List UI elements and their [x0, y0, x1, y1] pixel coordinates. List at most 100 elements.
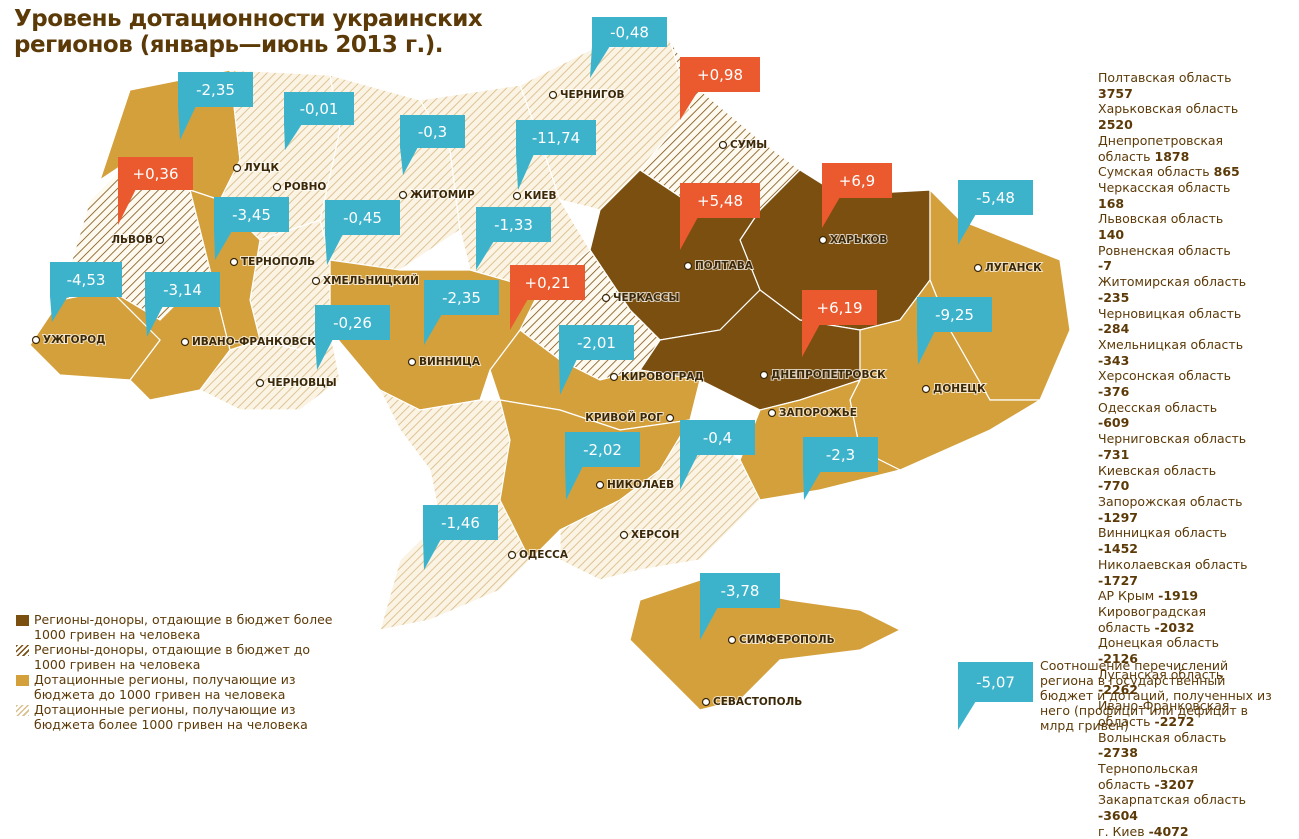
callout-box	[423, 505, 498, 540]
callout: +0,98	[680, 57, 760, 120]
callout-tail	[423, 539, 441, 570]
legend-swatch	[16, 675, 29, 686]
city-dot	[601, 293, 611, 303]
ranking-name: г. Киев	[1098, 823, 1145, 839]
callout: -1,33	[476, 207, 551, 270]
ranking-name: Донецкая область	[1098, 635, 1220, 651]
callout: -11,74	[516, 120, 596, 190]
callout: -2,35	[178, 72, 253, 140]
callout: -5,48	[958, 180, 1033, 245]
callout-tail	[958, 214, 976, 245]
callout: -0,48	[590, 17, 667, 78]
city-label: ХЕРСОН	[631, 529, 679, 541]
city-dot	[619, 530, 629, 540]
legend-label: Регионы-доноры, отдающие в бюджет до 100…	[34, 642, 311, 672]
ranking-value: -1297	[1098, 509, 1138, 525]
ranking-name: Харьковская область	[1098, 101, 1239, 117]
ranking-item: Полтавская область 3757	[1098, 70, 1248, 101]
city-dot	[507, 550, 517, 560]
callout: +6,9	[822, 163, 892, 228]
ranking-name: Хмельницкая область	[1098, 336, 1244, 352]
callout: -2,3	[803, 437, 878, 500]
city-label: ХАРЬКОВ	[830, 234, 887, 246]
city-label: СИМФЕРОПОЛЬ	[739, 634, 835, 646]
ranking-name: Днепропетровская область	[1098, 132, 1224, 164]
ranking-name: Сумская область	[1098, 164, 1210, 180]
legend-item: Дотационные регионы, получающие из бюдже…	[16, 672, 336, 702]
callout-box	[592, 17, 667, 47]
ranking-value: 1878	[1154, 148, 1190, 164]
city-label: РОВНО	[284, 181, 326, 193]
callout-label: -5,48	[976, 189, 1015, 207]
callout-label: +0,98	[697, 66, 743, 84]
city-dot	[921, 384, 931, 394]
ranking-item: Ивано-Франковская область -2272	[1098, 698, 1248, 729]
legend-label: Регионы-доноры, отдающие в бюджет более …	[34, 612, 333, 642]
ranking-name: Херсонская область	[1098, 368, 1231, 384]
city-label: ЗАПОРОЖЬЕ	[779, 407, 857, 419]
callout-label: +0,36	[133, 165, 179, 183]
callout-tail	[516, 154, 534, 190]
ranking-value: -1727	[1098, 572, 1138, 588]
callout-box	[214, 197, 289, 232]
city-dot	[759, 370, 769, 380]
ranking-item: Тернопольская область -3207	[1098, 761, 1248, 792]
city-dot	[595, 480, 605, 490]
callout-tail	[680, 217, 698, 250]
city-dot	[767, 408, 777, 418]
city-dot	[701, 697, 711, 707]
callout-tail	[476, 241, 494, 270]
callout-label: -4,53	[67, 271, 106, 289]
callout-box	[476, 207, 551, 242]
callout: -3,78	[700, 573, 780, 640]
city-label: ОДЕССА	[519, 549, 569, 561]
ranking-value: -1919	[1158, 588, 1199, 604]
city-label: КИРОВОГРАД	[621, 371, 704, 383]
callout-tail	[802, 324, 820, 357]
city-label: ЖИТОМИР	[410, 189, 475, 201]
callout: -2,02	[565, 432, 640, 500]
callout-label: +6,9	[839, 172, 875, 190]
ranking-name: Черкасская область	[1098, 179, 1231, 195]
callout-box	[50, 262, 122, 297]
city-label: СУМЫ	[730, 139, 767, 151]
city-label: НИКОЛАЕВ	[607, 479, 674, 491]
ranking-item: Черниговская область -731	[1098, 431, 1248, 462]
ranking-item: Днепропетровская область 1878	[1098, 133, 1248, 164]
city-dot	[229, 257, 239, 267]
legend-item: Регионы-доноры, отдающие в бюджет более …	[16, 612, 336, 642]
city-dot	[665, 413, 675, 423]
legend-item: Регионы-доноры, отдающие в бюджет до 100…	[16, 642, 336, 672]
city-dot	[973, 263, 983, 273]
city-label: УЖГОРОД	[43, 334, 106, 346]
ranking-value: -609	[1098, 415, 1130, 431]
callout-box	[315, 305, 390, 340]
callout-tail	[178, 106, 196, 140]
callout: -5,07	[958, 662, 1033, 730]
city-label: ЛУГАНСК	[985, 262, 1042, 274]
callout-box	[510, 265, 585, 300]
callout-label: +6,19	[817, 299, 863, 317]
callout-tail	[145, 306, 163, 337]
ranking-value: -1452	[1098, 541, 1138, 557]
city-dot	[232, 163, 242, 173]
city-dot	[818, 235, 828, 245]
city-dot	[512, 191, 522, 201]
callout: -3,14	[145, 272, 220, 337]
ranking-item: Одесская область -609	[1098, 400, 1248, 431]
callout-box	[958, 662, 1033, 702]
callout-label: -2,35	[442, 289, 481, 307]
region	[559, 419, 761, 581]
ranking-name: Волынская область	[1098, 729, 1227, 745]
ranking-name: Винницкая область	[1098, 525, 1227, 541]
ranking-value: 168	[1098, 195, 1125, 211]
callout-box	[680, 57, 760, 92]
city-label: КИЕВ	[524, 190, 557, 202]
callout: -0,4	[680, 420, 755, 490]
title: Уровень дотационности украинских регионо…	[14, 6, 483, 58]
ranking-value: -235	[1098, 289, 1130, 305]
callout-box	[803, 437, 878, 472]
callout-tail	[565, 466, 583, 500]
callout: +0,36	[118, 157, 193, 225]
callout-label: -0,4	[703, 429, 732, 447]
